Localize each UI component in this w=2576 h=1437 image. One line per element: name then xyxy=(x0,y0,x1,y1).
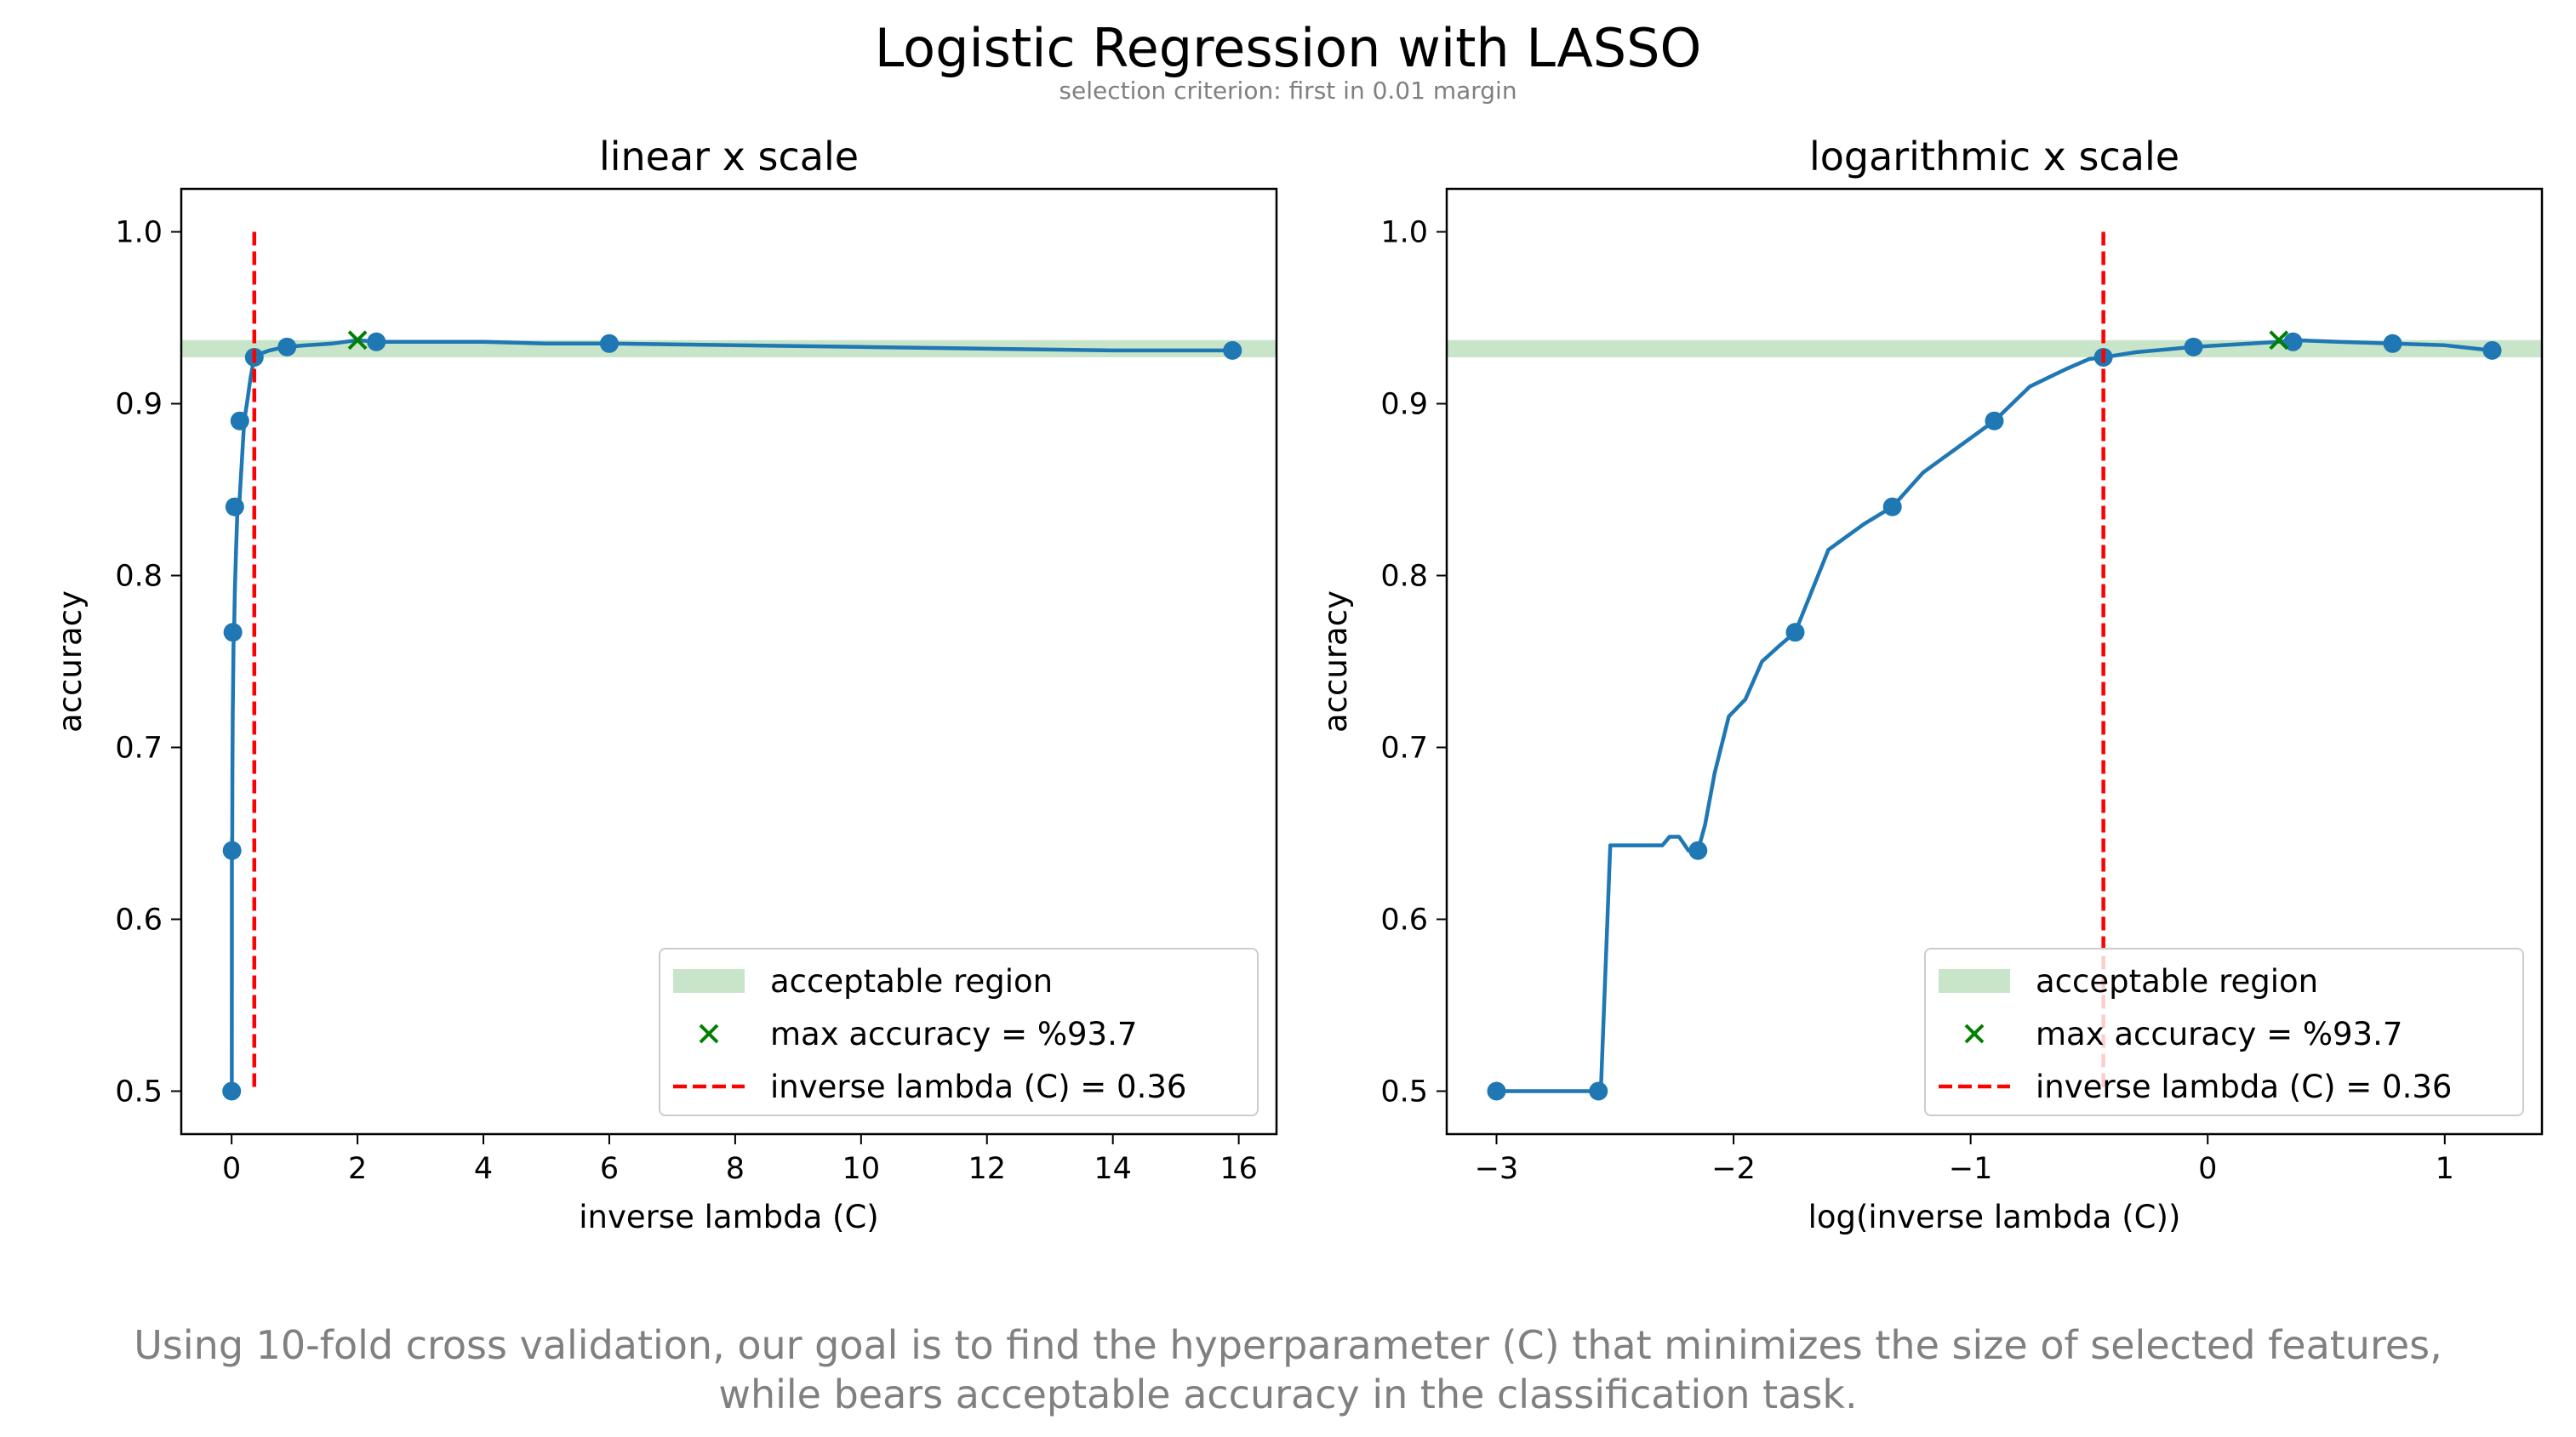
x-axis-label: log(inverse lambda (C)) xyxy=(1808,1199,2181,1235)
subplot-title: linear x scale xyxy=(599,134,859,180)
x-tick-label: 6 xyxy=(600,1152,619,1186)
max-accuracy-stroke xyxy=(2269,330,2289,351)
x-tick-label: 0 xyxy=(222,1152,241,1186)
y-tick-label: 0.6 xyxy=(115,904,163,938)
legend-label: max accuracy = %93.7 xyxy=(770,1016,1137,1052)
caption-line-2: while bears acceptable accuracy in the c… xyxy=(718,1371,1858,1417)
legend-band-swatch xyxy=(673,969,745,993)
accuracy-marker xyxy=(222,841,242,860)
accuracy-marker xyxy=(1487,1081,1506,1101)
x-tick-label: −1 xyxy=(1949,1152,1993,1186)
y-tick-label: 0.5 xyxy=(1380,1075,1428,1109)
accuracy-marker xyxy=(1589,1081,1608,1101)
accuracy-marker xyxy=(277,337,297,356)
right-plot-log: −3 −2 −1 0 1 0.5 0.6 0.7 0.8 0.9 1.0 log(inverse la… xyxy=(1317,134,2544,1235)
accuracy-marker xyxy=(1785,623,1805,642)
caption-line-1: Using 10-fold cross validation, our goal… xyxy=(134,1322,2442,1368)
x-tick-label: 4 xyxy=(474,1152,493,1186)
y-tick-label: 0.6 xyxy=(1380,904,1428,938)
accuracy-marker xyxy=(1688,841,1708,860)
figure-title: Logistic Regression with LASSO xyxy=(874,17,1702,79)
legend-label: inverse lambda (C) = 0.36 xyxy=(2036,1069,2452,1105)
y-tick-label: 0.8 xyxy=(115,560,163,594)
accuracy-marker xyxy=(2184,337,2203,356)
figure-subtitle: selection criterion: first in 0.01 margi… xyxy=(1059,77,1517,105)
legend: acceptable region max accuracy = %93.7 inv… xyxy=(659,948,1259,1116)
accuracy-marker xyxy=(1882,497,1902,516)
acceptable-region-band xyxy=(1447,339,2542,357)
legend: acceptable region max accuracy = %93.7 inv… xyxy=(1924,948,2524,1116)
y-tick-label: 0.5 xyxy=(115,1075,163,1109)
x-tick-label: −3 xyxy=(1475,1152,1519,1186)
accuracy-marker xyxy=(2383,334,2402,353)
x-tick-label: 8 xyxy=(726,1152,745,1186)
accuracy-marker xyxy=(1223,340,1242,360)
y-tick-label: 1.0 xyxy=(115,216,163,250)
legend-label: acceptable region xyxy=(2036,963,2318,1000)
y-tick-label: 0.7 xyxy=(1380,732,1428,766)
legend-label: acceptable region xyxy=(770,963,1053,1000)
accuracy-marker xyxy=(223,623,243,642)
accuracy-marker xyxy=(2283,332,2303,351)
legend-label: inverse lambda (C) = 0.36 xyxy=(770,1069,1186,1105)
legend-max-marker xyxy=(1964,1024,1985,1044)
max-accuracy-stroke xyxy=(347,330,368,351)
accuracy-marker xyxy=(225,497,244,516)
legend-band-swatch xyxy=(1939,969,2010,993)
max-accuracy-marker xyxy=(2269,330,2289,351)
x-tick-label: 0 xyxy=(2198,1152,2217,1186)
legend-max-marker xyxy=(699,1024,719,1044)
y-tick-label: 1.0 xyxy=(1380,216,1428,250)
x-tick-label: 12 xyxy=(968,1152,1006,1186)
subplot-title: logarithmic x scale xyxy=(1809,134,2179,180)
legend-box xyxy=(1924,948,2524,1116)
acceptable-region-band xyxy=(181,339,1277,357)
y-tick-label: 0.9 xyxy=(115,388,163,422)
accuracy-marker xyxy=(230,411,249,431)
y-tick-label: 0.8 xyxy=(1380,560,1428,594)
x-axis-label: inverse lambda (C) xyxy=(579,1199,879,1235)
x-tick-label: 10 xyxy=(842,1152,881,1186)
max-accuracy-marker xyxy=(347,330,368,351)
y-tick-label: 0.7 xyxy=(115,732,163,766)
accuracy-line xyxy=(1496,338,2493,1093)
x-tick-label: 16 xyxy=(1219,1152,1258,1186)
legend-box xyxy=(659,948,1259,1116)
x-tick-label: 1 xyxy=(2436,1152,2454,1186)
x-tick-label: 14 xyxy=(1094,1152,1132,1186)
y-axis-label: accuracy xyxy=(1317,590,1354,733)
legend-label: max accuracy = %93.7 xyxy=(2036,1016,2402,1052)
axes-frame xyxy=(180,187,1278,1136)
accuracy-marker xyxy=(2482,340,2502,360)
accuracy-marker xyxy=(367,332,386,351)
y-tick-label: 0.9 xyxy=(1380,388,1428,422)
left-plot-linear: 0 2 4 6 8 10 12 14 16 0.5 0.6 0.7 0.8 0.9 1.0 inverse l… xyxy=(52,134,1278,1235)
accuracy-marker xyxy=(1985,411,2004,431)
x-tick-label: 2 xyxy=(348,1152,367,1186)
accuracy-marker xyxy=(599,334,619,353)
y-axis-label: accuracy xyxy=(52,590,89,733)
axes-frame xyxy=(1445,187,2544,1136)
accuracy-marker xyxy=(222,1081,242,1101)
x-tick-label: −2 xyxy=(1711,1152,1756,1186)
